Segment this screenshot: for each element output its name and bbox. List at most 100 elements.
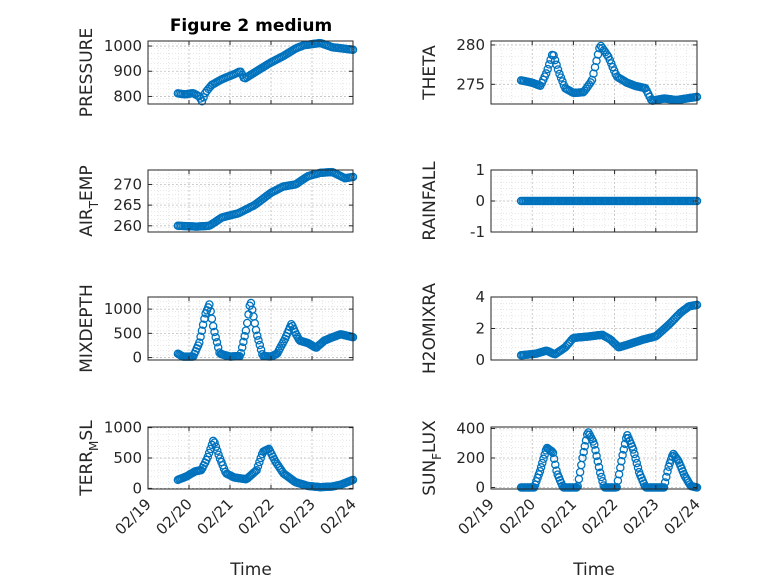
y-axis-label-main: MIXDEPTH [77, 284, 97, 373]
data-point [251, 325, 261, 335]
data-series [173, 436, 358, 492]
data-point [208, 321, 218, 331]
data-point [591, 445, 600, 455]
y-tick-label: 260 [113, 217, 142, 235]
data-point [536, 463, 546, 472]
y-axis-label: AIRTEMP [77, 165, 101, 236]
data-point [552, 60, 561, 70]
data-point [196, 332, 205, 341]
data-point [556, 73, 566, 82]
data-series [516, 428, 702, 492]
subplot-h2omixra: 0 2 4 H2OMIXRA [420, 283, 702, 374]
y-axis-label-tail: EMP [77, 165, 97, 201]
y-tick-label: 4 [475, 288, 485, 306]
subplot-pressure: 800 900 1000 PRESSURE [77, 28, 358, 117]
y-axis-label-main: THETA [420, 45, 440, 101]
y-axis-label: MIXDEPTH [77, 284, 97, 373]
axes-box [147, 296, 354, 361]
major-grid [491, 296, 697, 361]
data-point [196, 465, 206, 475]
data-point [255, 457, 264, 467]
data-point [539, 454, 548, 464]
subplot-air-temp: 260 265 270 AIRTEMP [77, 165, 358, 237]
y-axis-label-main: PRESSURE [77, 28, 97, 117]
data-point [628, 445, 638, 454]
y-tick-label: 400 [456, 419, 485, 437]
y-axis-label-main: TERR [77, 451, 97, 497]
data-point [619, 445, 629, 454]
data-point [254, 336, 263, 345]
data-point [662, 472, 671, 482]
data-point [211, 332, 220, 342]
subplot-sun-flux: 0200400SUNFLUX02/1902/2002/2102/2202/230… [420, 419, 704, 538]
data-point [240, 331, 249, 341]
y-axis-label: TERRMSL [77, 420, 101, 497]
data-point [550, 55, 560, 65]
data-point [203, 452, 213, 462]
y-tick-label: 500 [113, 449, 142, 467]
axes-box [490, 40, 698, 105]
data-series [173, 298, 358, 361]
data-point [618, 450, 627, 460]
y-tick-label: 1000 [104, 37, 142, 55]
data-point [211, 442, 221, 451]
data-point [660, 478, 670, 487]
data-point [237, 343, 247, 352]
y-tick-label: 275 [456, 75, 485, 93]
data-point [253, 331, 262, 340]
y-axis-label: H2OMIXRA [420, 283, 440, 374]
y-tick-label: 500 [113, 324, 142, 342]
y-tick-label: 0 [132, 349, 142, 367]
data-point [595, 468, 605, 478]
data-series [173, 167, 358, 231]
y-axis-label-main: RAINFALL [420, 161, 440, 241]
data-point [580, 441, 590, 451]
data-point [543, 64, 552, 74]
y-tick-label: 280 [456, 36, 485, 54]
y-tick-label: 800 [113, 87, 142, 105]
data-point [549, 51, 558, 60]
y-axis-label-main: SUN [420, 460, 440, 496]
data-series [516, 196, 702, 206]
data-point [590, 440, 599, 449]
data-point [541, 69, 551, 78]
y-tick-label: 0 [475, 192, 485, 210]
data-point [546, 446, 555, 455]
data-point [287, 319, 296, 329]
y-axis-label-tail: LUX [420, 420, 440, 453]
y-tick-label: 2 [475, 320, 485, 338]
data-point [252, 465, 261, 475]
data-point [593, 50, 603, 59]
y-tick-label: 200 [456, 449, 485, 467]
y-axis-label-main: H2OMIXRA [420, 283, 440, 374]
data-point [598, 43, 607, 53]
data-point [579, 447, 588, 457]
y-axis-label: RAINFALL [420, 161, 440, 241]
data-point [617, 456, 626, 466]
data-point [553, 65, 563, 74]
data-point [632, 458, 642, 468]
data-point [631, 454, 640, 463]
data-point [210, 438, 219, 447]
subplot-rainfall: -1 0 1 RAINFALL [420, 161, 702, 241]
data-series [516, 300, 702, 360]
data-point [207, 440, 217, 450]
y-tick-label: 1000 [104, 419, 142, 437]
data-point [595, 43, 604, 53]
data-point [548, 448, 558, 458]
data-point [633, 463, 643, 472]
data-point [558, 77, 567, 86]
data-point [199, 93, 208, 102]
y-axis-label: PRESSURE [77, 28, 97, 117]
axes-box [147, 169, 354, 233]
y-tick-label: 0 [475, 479, 485, 497]
figure-title: Figure 2 medium [170, 16, 332, 36]
data-point [538, 458, 547, 468]
data-point [599, 45, 609, 55]
data-point [578, 453, 587, 463]
data-point [236, 348, 246, 358]
y-axis-label-subscript: F [430, 453, 444, 460]
data-point [204, 448, 214, 458]
data-point [239, 337, 248, 347]
